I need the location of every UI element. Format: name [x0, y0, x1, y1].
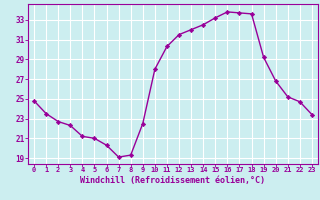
X-axis label: Windchill (Refroidissement éolien,°C): Windchill (Refroidissement éolien,°C)	[81, 176, 266, 185]
